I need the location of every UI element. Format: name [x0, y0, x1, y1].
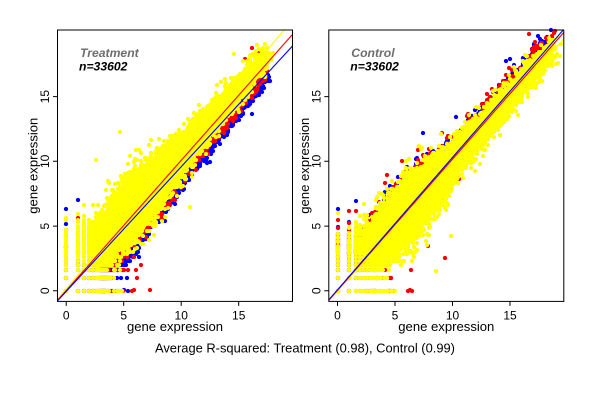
svg-text:Average R-squared: Treatment (: Average R-squared: Treatment (0.98), Con…	[155, 341, 455, 356]
svg-text:n=33602: n=33602	[79, 60, 128, 74]
svg-text:0: 0	[38, 287, 52, 294]
svg-text:Control: Control	[351, 46, 395, 60]
svg-text:5: 5	[309, 222, 323, 229]
svg-text:15: 15	[38, 90, 52, 104]
svg-text:gene expression: gene expression	[398, 319, 494, 334]
svg-text:10: 10	[309, 154, 323, 168]
svg-text:0: 0	[309, 287, 323, 294]
svg-text:Treatment: Treatment	[80, 46, 140, 60]
svg-text:gene expression: gene expression	[26, 118, 41, 214]
svg-text:0: 0	[63, 308, 70, 322]
svg-text:gene expression: gene expression	[127, 319, 223, 334]
svg-text:gene expression: gene expression	[297, 118, 312, 214]
svg-text:10: 10	[38, 154, 52, 168]
svg-text:15: 15	[503, 308, 517, 322]
svg-text:5: 5	[120, 308, 127, 322]
svg-text:n=33602: n=33602	[350, 60, 399, 74]
svg-text:5: 5	[392, 308, 399, 322]
svg-text:15: 15	[309, 90, 323, 104]
svg-text:5: 5	[38, 222, 52, 229]
svg-text:10: 10	[175, 308, 189, 322]
svg-text:0: 0	[334, 308, 341, 322]
svg-text:15: 15	[232, 308, 246, 322]
svg-text:10: 10	[446, 308, 460, 322]
